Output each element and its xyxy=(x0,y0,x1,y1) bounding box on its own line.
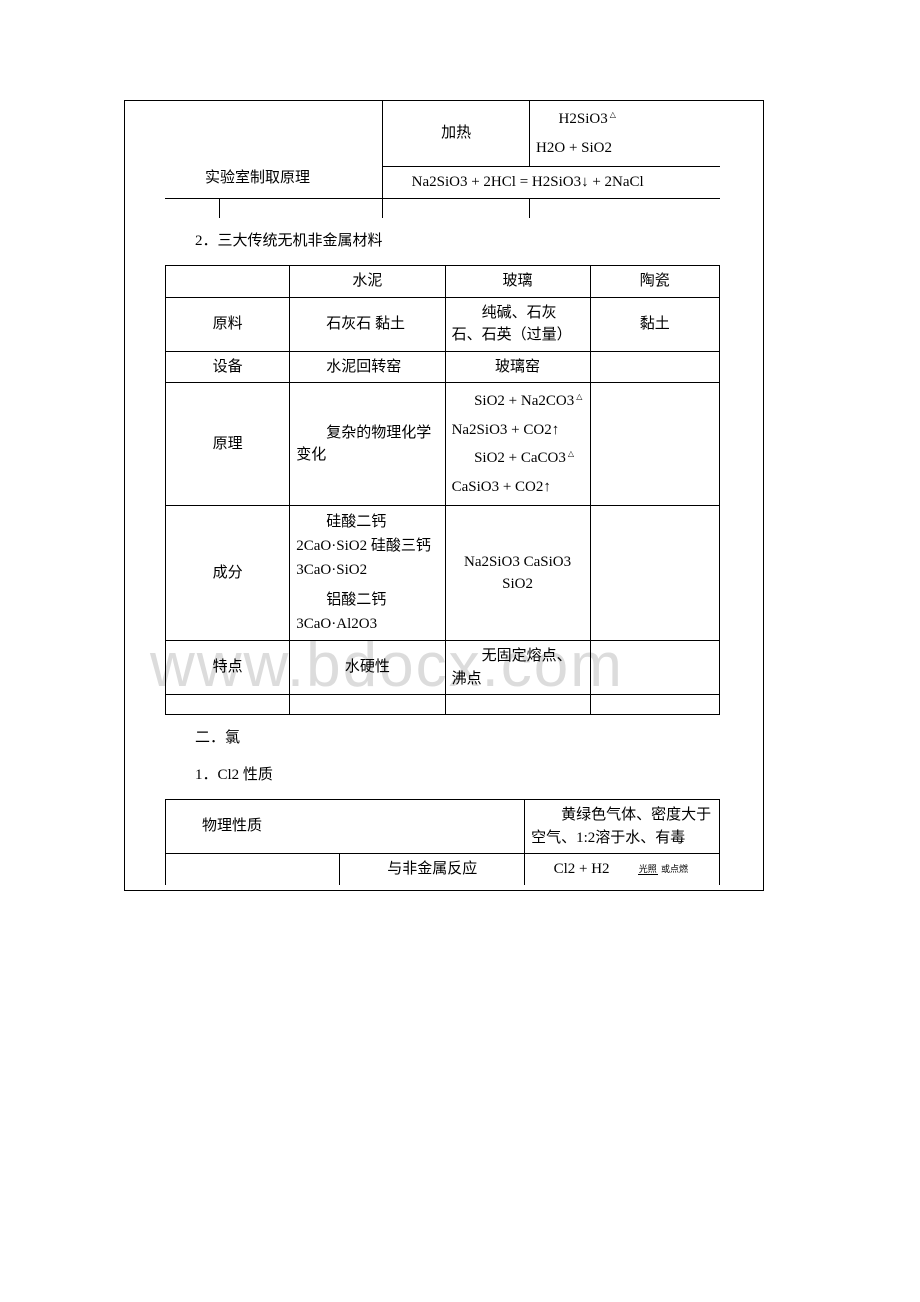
cell-reactions: SiO2 + Na2CO3△ Na2SiO3 + CO2↑ SiO2 + CaC… xyxy=(445,383,590,506)
delta-icon: △ xyxy=(576,392,582,401)
cell-label: 成分 xyxy=(166,506,290,641)
table-row: 物理性质 黄绿色气体、密度大于空气、1:2溶于水、有毒 xyxy=(166,800,720,854)
cell: 纯碱、石灰石、石英（过量） xyxy=(445,297,590,351)
cell: 水硬性 xyxy=(290,641,445,695)
table-2: 水泥 玻璃 陶瓷 原料 石灰石 黏土 纯碱、石灰石、石英（过量） 黏土 设备 水… xyxy=(165,265,720,715)
table-3: 物理性质 黄绿色气体、密度大于空气、1:2溶于水、有毒 与非金属反应 Cl2 +… xyxy=(165,799,720,885)
cell-phys-prop: 黄绿色气体、密度大于空气、1:2溶于水、有毒 xyxy=(525,800,720,854)
cell-heat: 加热 xyxy=(383,101,530,167)
cell: 硅酸二钙 2CaO·SiO2 硅酸三钙 3CaO·SiO2 铝酸二钙 3CaO·… xyxy=(290,506,445,641)
th-ceramic: 陶瓷 xyxy=(590,266,719,298)
cell-label: 原料 xyxy=(166,297,290,351)
section-heading-2: 2．三大传统无机非金属材料 xyxy=(195,228,763,255)
cell: 水泥回转窑 xyxy=(290,351,445,383)
page-content: 加热 H2SiO3△ H2O + SiO2 Na2SiO3 + 2HCl = H… xyxy=(125,101,763,890)
table-row: 原料 石灰石 黏土 纯碱、石灰石、石英（过量） 黏土 xyxy=(166,297,720,351)
th-cement: 水泥 xyxy=(290,266,445,298)
cell-lab-formula: Na2SiO3 + 2HCl = H2SiO3↓ + 2NaCl xyxy=(383,167,720,199)
delta-icon: △ xyxy=(568,449,574,458)
table-row: 加热 H2SiO3△ H2O + SiO2 xyxy=(165,101,720,167)
table-row: 水泥 玻璃 陶瓷 xyxy=(166,266,720,298)
section-heading-chlorine: 二．氯 xyxy=(195,725,763,752)
table-1: 加热 H2SiO3△ H2O + SiO2 Na2SiO3 + 2HCl = H… xyxy=(165,101,720,218)
table-row: 设备 水泥回转窑 玻璃窑 xyxy=(166,351,720,383)
cell: 复杂的物理化学变化 xyxy=(290,383,445,506)
table-row: 特点 水硬性 无固定熔点、沸点 xyxy=(166,641,720,695)
cell: 石灰石 黏土 xyxy=(290,297,445,351)
section-heading-cl2: 1．Cl2 性质 xyxy=(195,762,763,789)
cell: 黏土 xyxy=(590,297,719,351)
cell-equation: H2SiO3△ H2O + SiO2 xyxy=(530,101,720,167)
cell-nonmetal: 与非金属反应 xyxy=(340,854,525,885)
cell: Na2SiO3 CaSiO3 SiO2 xyxy=(445,506,590,641)
cell-label: 特点 xyxy=(166,641,290,695)
th-glass: 玻璃 xyxy=(445,266,590,298)
reaction-condition: 光照 或点燃 xyxy=(615,865,689,874)
table-row xyxy=(166,695,720,715)
cell-label: 设备 xyxy=(166,351,290,383)
cell-label: 原理 xyxy=(166,383,290,506)
table-row: 与非金属反应 Cl2 + H2 光照 或点燃 xyxy=(166,854,720,885)
page-border: 加热 H2SiO3△ H2O + SiO2 Na2SiO3 + 2HCl = H… xyxy=(124,100,764,891)
table-row: 成分 硅酸二钙 2CaO·SiO2 硅酸三钙 3CaO·SiO2 铝酸二钙 3C… xyxy=(166,506,720,641)
cell: 玻璃窑 xyxy=(445,351,590,383)
cell-reaction-h2: Cl2 + H2 光照 或点燃 xyxy=(525,854,720,885)
table-row: 原理 复杂的物理化学变化 SiO2 + Na2CO3△ Na2SiO3 + CO… xyxy=(166,383,720,506)
cell-phys-label: 物理性质 xyxy=(166,800,525,854)
cell: 无固定熔点、沸点 xyxy=(445,641,590,695)
table-row xyxy=(165,198,720,218)
delta-icon: △ xyxy=(610,110,616,119)
